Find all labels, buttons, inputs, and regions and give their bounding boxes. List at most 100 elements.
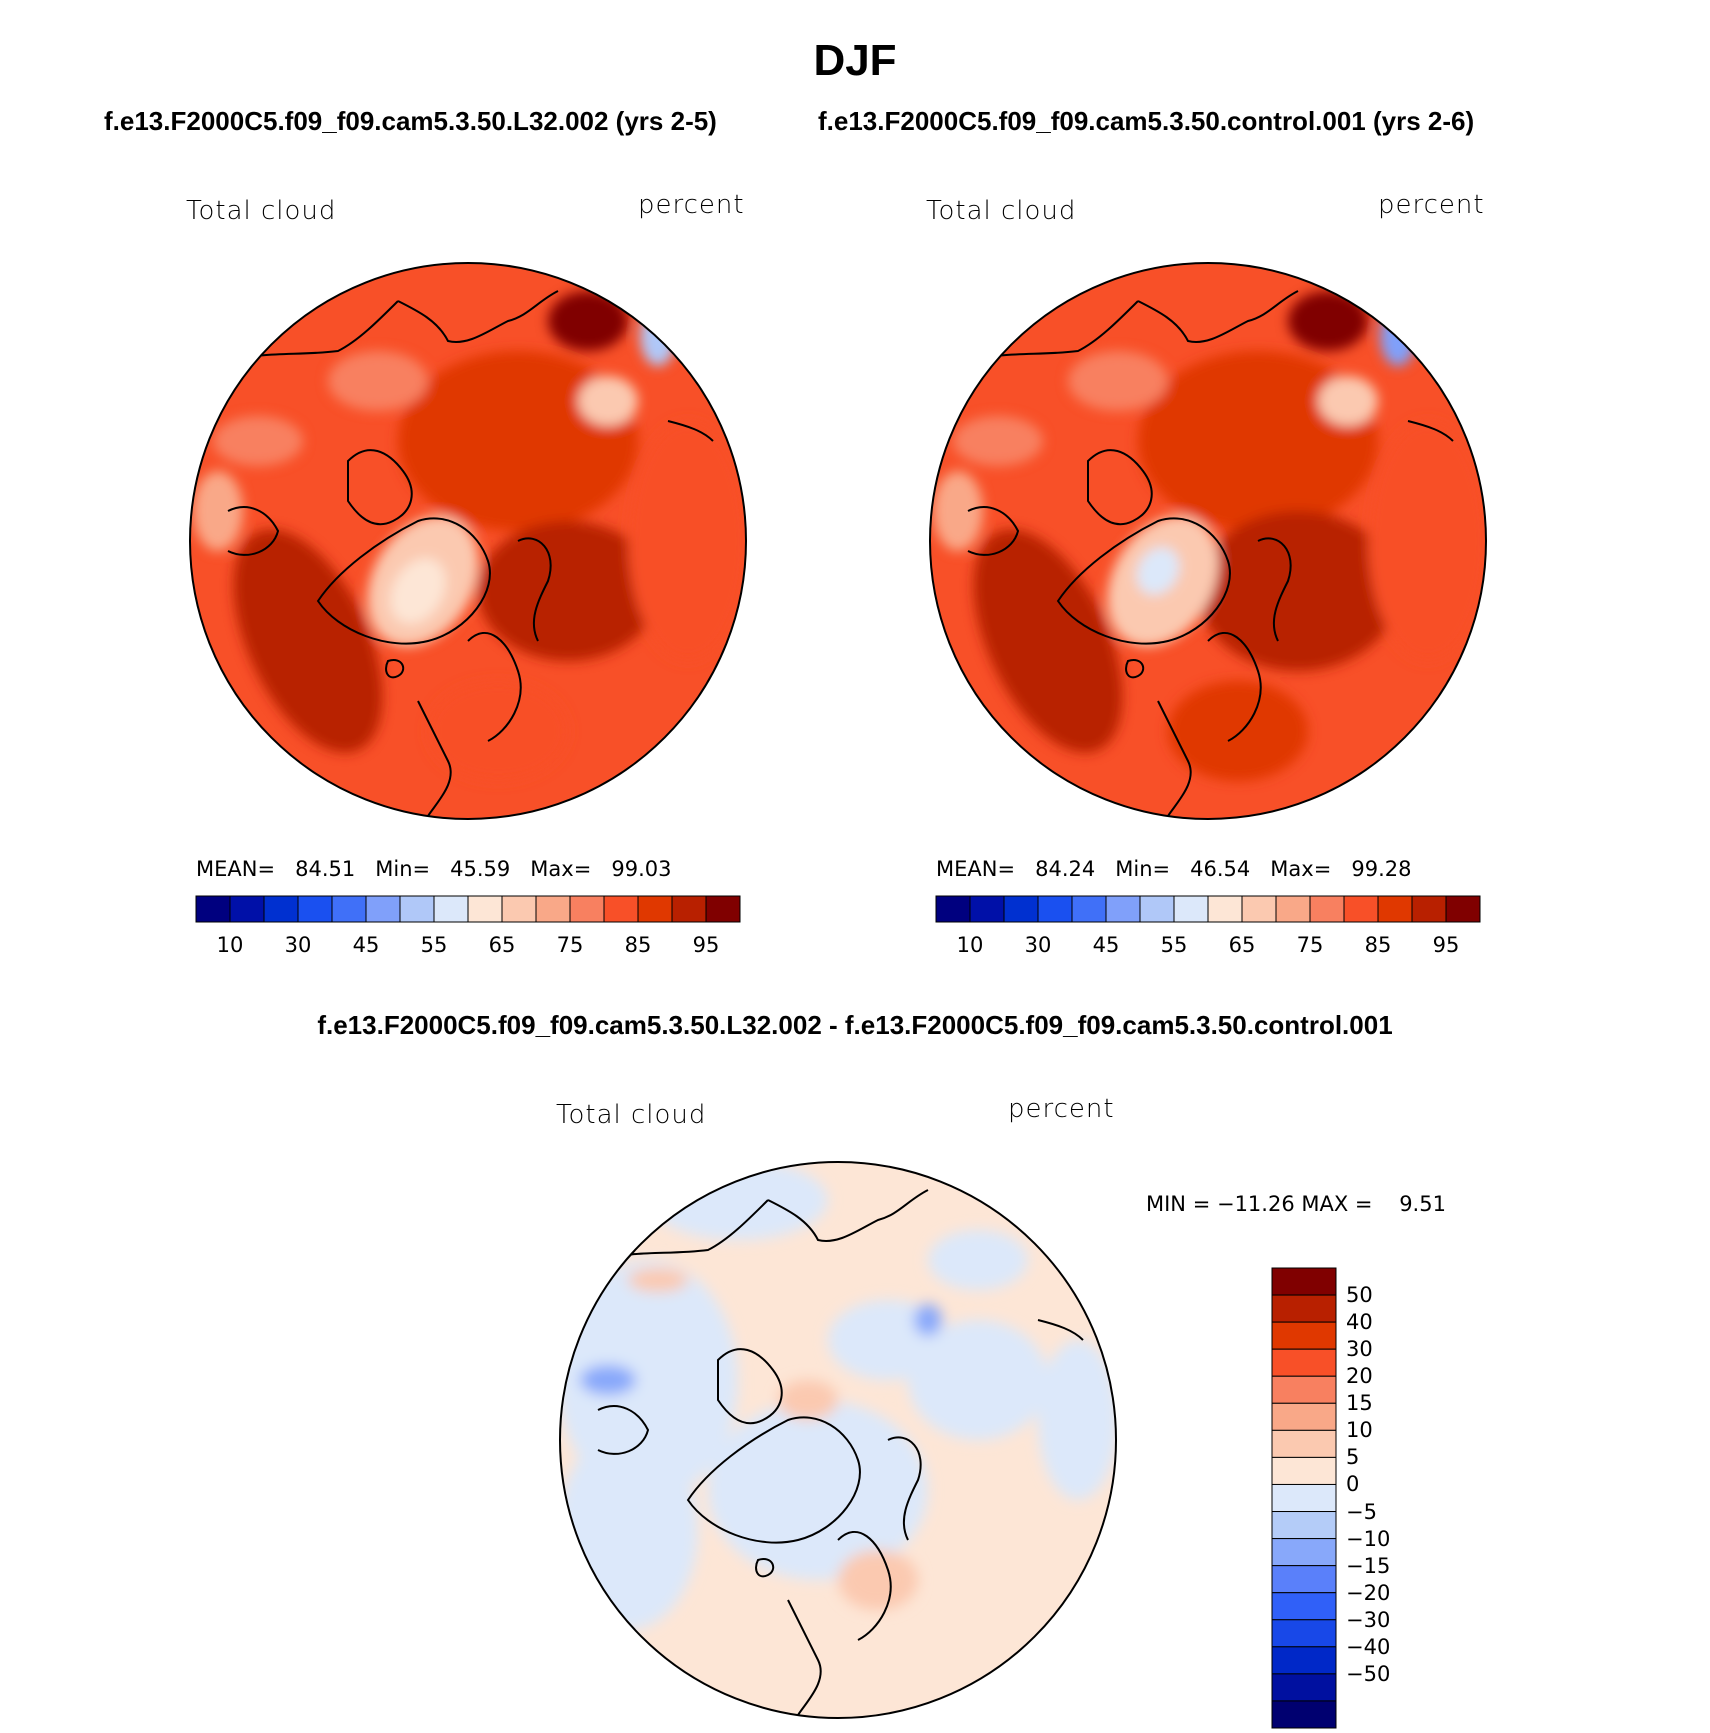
colorbar-tick-label: 95 xyxy=(1432,933,1460,957)
panel-2-variable: Total cloud xyxy=(926,196,1077,226)
colorbar-tick-label: 55 xyxy=(1160,933,1188,957)
panel-2-colorbar-ticks: 10 30 45 55 65 75 85 95 xyxy=(936,933,1480,959)
colorbar-tick-label: 65 xyxy=(488,933,516,957)
colorbar-tick-label: −10 xyxy=(1346,1526,1391,1551)
colorbar-box xyxy=(1241,895,1277,923)
colorbar-box xyxy=(331,895,367,923)
colorbar-box xyxy=(969,895,1005,923)
colorbar-box xyxy=(1071,895,1107,923)
panel-2-min-label: Min= xyxy=(1115,857,1171,881)
colorbar-box xyxy=(195,895,231,923)
colorbar-box xyxy=(1139,895,1175,923)
colorbar-box xyxy=(1309,895,1345,923)
panel-1-heading: f.e13.F2000C5.f09_f09.cam5.3.50.L32.002 … xyxy=(104,106,717,136)
panel-2-mean-label: MEAN= xyxy=(936,857,1016,881)
colorbar-box xyxy=(1271,1565,1337,1594)
colorbar-box xyxy=(1173,895,1209,923)
colorbar-box xyxy=(1275,895,1311,923)
panel-2-stats: MEAN= 84.24 Min= 46.54 Max= 99.28 xyxy=(936,857,1411,881)
colorbar-box xyxy=(603,895,639,923)
colorbar-box xyxy=(671,895,707,923)
colorbar-tick-label: 10 xyxy=(956,933,984,957)
colorbar-tick-label: 10 xyxy=(216,933,244,957)
colorbar-tick-label: 45 xyxy=(1092,933,1120,957)
colorbar-tick-label: 40 xyxy=(1346,1310,1373,1335)
colorbar-box xyxy=(935,895,971,923)
panel-1-mean-label: MEAN= xyxy=(196,857,276,881)
colorbar-box xyxy=(1271,1321,1337,1350)
colorbar-box xyxy=(1271,1619,1337,1648)
colorbar-box xyxy=(569,895,605,923)
colorbar-tick-label: −30 xyxy=(1346,1607,1391,1632)
colorbar-box xyxy=(1271,1700,1337,1729)
panel-1-colorbar xyxy=(195,895,741,923)
colorbar-tick-label: 65 xyxy=(1228,933,1256,957)
panel-1-mean: 84.51 xyxy=(295,857,356,881)
colorbar-box xyxy=(637,895,673,923)
colorbar-box xyxy=(399,895,435,923)
colorbar-box xyxy=(1271,1267,1337,1296)
panel-1-min-label: Min= xyxy=(375,857,431,881)
colorbar-tick-label: 85 xyxy=(1364,933,1392,957)
colorbar-box xyxy=(297,895,333,923)
colorbar-box xyxy=(705,895,741,923)
colorbar-tick-label: 30 xyxy=(1024,933,1052,957)
panel-2-units: percent xyxy=(1378,190,1485,220)
colorbar-box xyxy=(1343,895,1379,923)
colorbar-box xyxy=(1271,1375,1337,1404)
colorbar-box xyxy=(1271,1538,1337,1567)
colorbar-tick-label: −50 xyxy=(1346,1661,1391,1686)
diff-panel-colorbar-ticks: 50 40 30 20 15 10 5 0 −5 −10 −15 −20 −30 −40 −50 xyxy=(1346,1268,1426,1728)
colorbar-tick-label: 10 xyxy=(1346,1418,1373,1443)
colorbar-tick-label: 75 xyxy=(556,933,584,957)
diff-panel-colorbar xyxy=(1271,1267,1337,1729)
colorbar-box xyxy=(1271,1402,1337,1431)
colorbar-box xyxy=(1271,1294,1337,1323)
colorbar-box xyxy=(229,895,265,923)
colorbar-tick-label: 75 xyxy=(1296,933,1324,957)
panel-2-mean: 84.24 xyxy=(1035,857,1096,881)
diff-panel-heading: f.e13.F2000C5.f09_f09.cam5.3.50.L32.002 … xyxy=(317,1010,1393,1040)
panel-2-min: 46.54 xyxy=(1190,857,1251,881)
colorbar-box xyxy=(1271,1456,1337,1485)
colorbar-box xyxy=(1445,895,1481,923)
panel-1-stats: MEAN= 84.51 Min= 45.59 Max= 99.03 xyxy=(196,857,671,881)
diff-panel-units: percent xyxy=(1008,1094,1115,1124)
colorbar-tick-label: 20 xyxy=(1346,1364,1373,1389)
panel-1-min: 45.59 xyxy=(450,857,511,881)
panel-1-max: 99.03 xyxy=(611,857,672,881)
colorbar-box xyxy=(1271,1348,1337,1377)
colorbar-box xyxy=(467,895,503,923)
colorbar-tick-label: −40 xyxy=(1346,1634,1391,1659)
colorbar-box xyxy=(1037,895,1073,923)
colorbar-box xyxy=(1271,1483,1337,1513)
panel-2-heading: f.e13.F2000C5.f09_f09.cam5.3.50.control.… xyxy=(818,106,1475,136)
panel-2-max: 99.28 xyxy=(1351,857,1412,881)
colorbar-tick-label: 15 xyxy=(1346,1391,1373,1416)
colorbar-box xyxy=(1105,895,1141,923)
colorbar-box xyxy=(1411,895,1447,923)
panel-2-polar-map xyxy=(929,262,1487,820)
panel-1-polar-map xyxy=(189,262,747,820)
figure-title: DJF xyxy=(813,36,897,85)
colorbar-box xyxy=(1271,1592,1337,1621)
colorbar-box xyxy=(263,895,299,923)
colorbar-tick-label: 30 xyxy=(284,933,312,957)
colorbar-tick-label: −20 xyxy=(1346,1580,1391,1605)
colorbar-tick-label: −15 xyxy=(1346,1553,1391,1578)
colorbar-box xyxy=(1271,1646,1337,1675)
colorbar-box xyxy=(1207,895,1243,923)
colorbar-tick-label: 30 xyxy=(1346,1337,1373,1362)
colorbar-tick-label: 55 xyxy=(420,933,448,957)
colorbar-box xyxy=(433,895,469,923)
panel-2-colorbar xyxy=(935,895,1481,923)
colorbar-box xyxy=(501,895,537,923)
diff-panel-variable: Total cloud xyxy=(556,1100,707,1130)
colorbar-tick-label: 0 xyxy=(1346,1472,1360,1497)
colorbar-box xyxy=(1377,895,1413,923)
colorbar-tick-label: 50 xyxy=(1346,1283,1373,1308)
colorbar-tick-label: 45 xyxy=(352,933,380,957)
colorbar-tick-label: −5 xyxy=(1346,1499,1377,1524)
panel-1-variable: Total cloud xyxy=(186,196,337,226)
colorbar-tick-label: 5 xyxy=(1346,1445,1360,1470)
